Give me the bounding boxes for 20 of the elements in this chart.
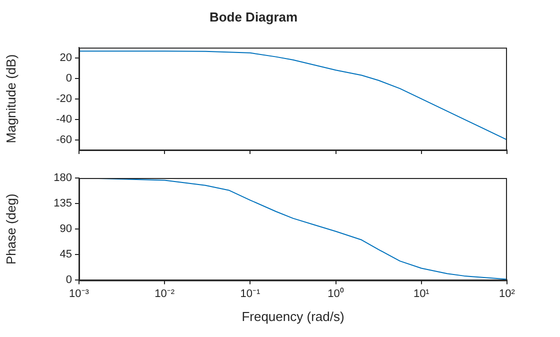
y-axis-title: Magnitude (dB)	[3, 54, 18, 144]
x-tick-label: 10²	[499, 288, 516, 300]
x-axis-title: Frequency (rad/s)	[242, 308, 344, 324]
x-tick-label: 10⁻²	[154, 288, 175, 300]
y-tick-label: 90	[60, 223, 72, 236]
y-axis-title: Phase (deg)	[3, 194, 18, 265]
y-tick-label: 0	[66, 274, 72, 286]
y-tick-label: 180	[54, 172, 72, 184]
y-tick-label: 0	[66, 72, 72, 84]
y-tick-label: 45	[60, 248, 72, 261]
y-tick-label: -40	[56, 113, 72, 126]
y-tick-label: -60	[56, 134, 72, 146]
x-tick-label: 10⁻³	[69, 288, 90, 300]
y-tick-label: -20	[56, 92, 72, 105]
y-tick-label: 135	[54, 198, 72, 210]
x-tick-label: 10⁰	[328, 286, 344, 300]
x-tick-label: 10¹	[413, 288, 430, 300]
chart-title: Bode Diagram	[209, 9, 298, 24]
x-tick-label: 10⁻¹	[240, 288, 260, 300]
y-tick-label: 20	[60, 52, 72, 64]
